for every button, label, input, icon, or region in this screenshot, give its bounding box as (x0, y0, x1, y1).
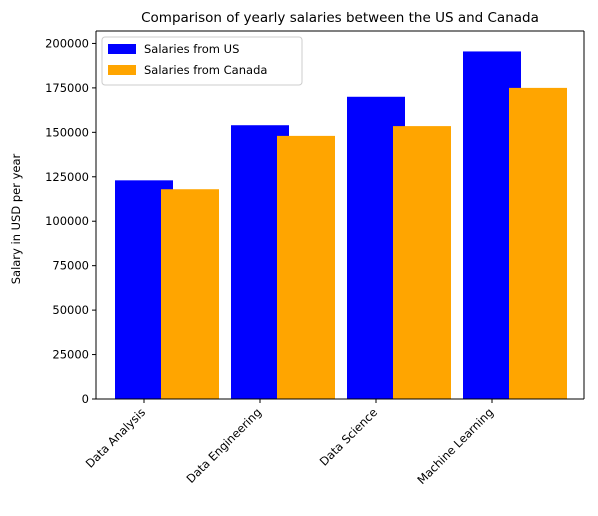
bar-canada-2 (393, 126, 451, 399)
bar-canada-0 (161, 189, 219, 399)
legend: Salaries from US Salaries from Canada (101, 36, 303, 86)
chart-title: Comparison of yearly salaries between th… (141, 10, 539, 26)
bar-canada-1 (277, 135, 335, 399)
x-tick-label-2: Data Science (317, 405, 380, 468)
legend-swatch-0 (108, 44, 136, 54)
legend-box (101, 36, 303, 86)
y-tick-label-1: 25000 (52, 348, 89, 362)
y-tick-label-5: 125000 (45, 170, 89, 184)
legend-swatch-1 (108, 65, 136, 75)
y-tick-label-7: 175000 (45, 81, 89, 95)
x-tick-label-3: Machine Learning (414, 405, 496, 487)
plot-area: 0 25000 50000 75000 100000 125000 150000 175000… (45, 30, 585, 487)
y-tick-label-8: 200000 (45, 36, 89, 50)
x-tick-label-1: Data Engineering (183, 405, 264, 486)
y-tick-label-3: 75000 (52, 259, 89, 273)
y-tick-label-4: 100000 (45, 214, 89, 228)
y-tick-label-0: 0 (82, 392, 89, 406)
bar-canada-3 (509, 87, 567, 399)
y-tick-label-2: 50000 (52, 303, 89, 317)
y-axis-label: Salary in USD per year (9, 153, 23, 284)
y-tick-label-6: 150000 (45, 125, 89, 139)
x-tick-label-0: Data Analysis (83, 405, 148, 470)
legend-label-0: Salaries from US (144, 42, 239, 56)
legend-label-1: Salaries from Canada (144, 63, 267, 77)
